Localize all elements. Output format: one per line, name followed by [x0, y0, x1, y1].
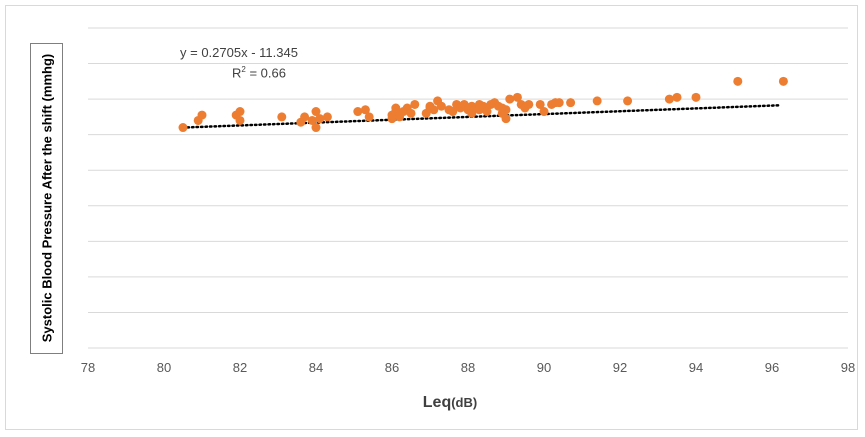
chart-area — [5, 5, 858, 430]
data-point — [535, 99, 545, 109]
data-point — [360, 105, 370, 115]
data-point — [691, 92, 701, 102]
x-axis-ticks: 78 80 82 84 86 88 90 92 94 96 98 — [81, 360, 855, 375]
data-point — [448, 107, 458, 117]
x-tick-label: 96 — [765, 360, 779, 375]
data-point — [501, 114, 511, 124]
data-point — [410, 99, 420, 109]
data-point — [277, 112, 287, 122]
x-tick-label: 90 — [537, 360, 551, 375]
x-axis-title-main: Leq — [422, 394, 452, 411]
data-point — [387, 114, 397, 124]
data-point — [592, 96, 602, 106]
data-point — [322, 112, 332, 122]
x-tick-label: 92 — [613, 360, 627, 375]
x-axis-title: Leq(dB) — [390, 394, 510, 412]
gridlines — [88, 27, 848, 349]
data-point — [311, 123, 321, 133]
data-point — [353, 107, 363, 117]
trendline — [181, 104, 781, 129]
x-tick-label: 78 — [81, 360, 95, 375]
r-squared-label: R2 = 0.66 — [232, 65, 286, 80]
x-tick-label: 94 — [689, 360, 703, 375]
r-squared-symbol: R — [232, 65, 242, 81]
x-tick-label: 84 — [309, 360, 323, 375]
data-point — [436, 101, 446, 111]
trendline-layer — [181, 104, 781, 129]
y-axis-title-box — [30, 43, 63, 354]
data-point — [178, 123, 188, 133]
data-point — [501, 105, 511, 115]
data-point — [406, 108, 416, 118]
r-squared-value: = 0.66 — [245, 65, 286, 81]
data-point — [512, 92, 522, 102]
y-axis-title: Systolic Blood Pressure After the shift … — [39, 53, 55, 343]
data-point — [664, 94, 674, 104]
x-tick-label: 82 — [233, 360, 247, 375]
data-points — [178, 76, 788, 133]
r-squared-exponent: 2 — [241, 65, 246, 74]
data-point — [429, 105, 439, 115]
data-point — [364, 112, 374, 122]
data-point — [197, 110, 207, 120]
data-point — [505, 94, 515, 104]
data-point — [778, 76, 788, 86]
data-point — [482, 107, 492, 117]
data-point — [307, 115, 317, 125]
x-tick-label: 86 — [385, 360, 399, 375]
data-point — [623, 96, 633, 106]
data-point — [554, 98, 564, 108]
trendline-equation: y = 0.2705x - 11.345 — [180, 45, 298, 60]
data-point — [672, 92, 682, 102]
x-tick-label: 88 — [461, 360, 475, 375]
data-point — [566, 98, 576, 108]
data-point — [235, 115, 245, 125]
data-point — [539, 107, 549, 117]
x-axis-title-unit: (dB) — [451, 395, 478, 410]
data-point — [300, 112, 310, 122]
data-point — [315, 114, 325, 124]
data-point — [391, 103, 401, 113]
x-tick-label: 80 — [157, 360, 171, 375]
data-point — [524, 99, 534, 109]
x-tick-label: 98 — [841, 360, 855, 375]
data-point — [733, 76, 743, 86]
data-point — [235, 107, 245, 117]
data-point — [311, 107, 321, 117]
